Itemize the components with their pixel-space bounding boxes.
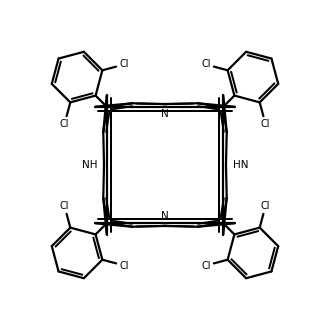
- Text: Cl: Cl: [60, 119, 69, 129]
- Text: Cl: Cl: [261, 201, 270, 211]
- Text: Cl: Cl: [201, 261, 211, 271]
- Text: HN: HN: [233, 160, 248, 170]
- Text: NH: NH: [82, 160, 97, 170]
- Text: Cl: Cl: [60, 201, 69, 211]
- Text: Cl: Cl: [119, 59, 129, 69]
- Text: Cl: Cl: [261, 119, 270, 129]
- Text: Cl: Cl: [201, 59, 211, 69]
- Text: Cl: Cl: [119, 261, 129, 271]
- Text: N: N: [161, 211, 169, 221]
- Text: N: N: [161, 109, 169, 119]
